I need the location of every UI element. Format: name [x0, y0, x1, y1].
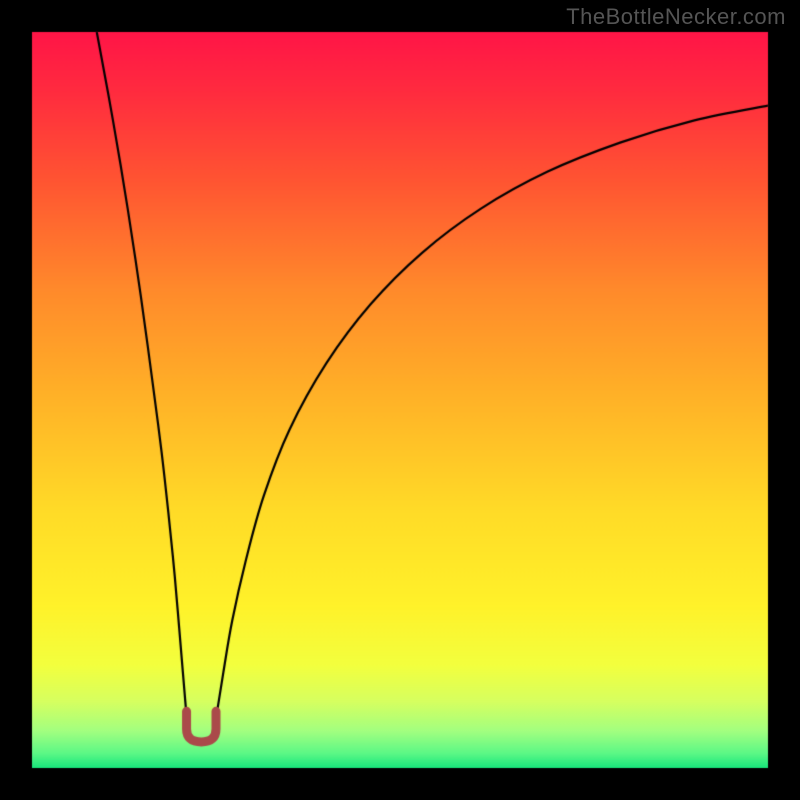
bottleneck-curve: [0, 0, 800, 800]
watermark-text: TheBottleNecker.com: [566, 4, 786, 30]
chart-container: TheBottleNecker.com: [0, 0, 800, 800]
